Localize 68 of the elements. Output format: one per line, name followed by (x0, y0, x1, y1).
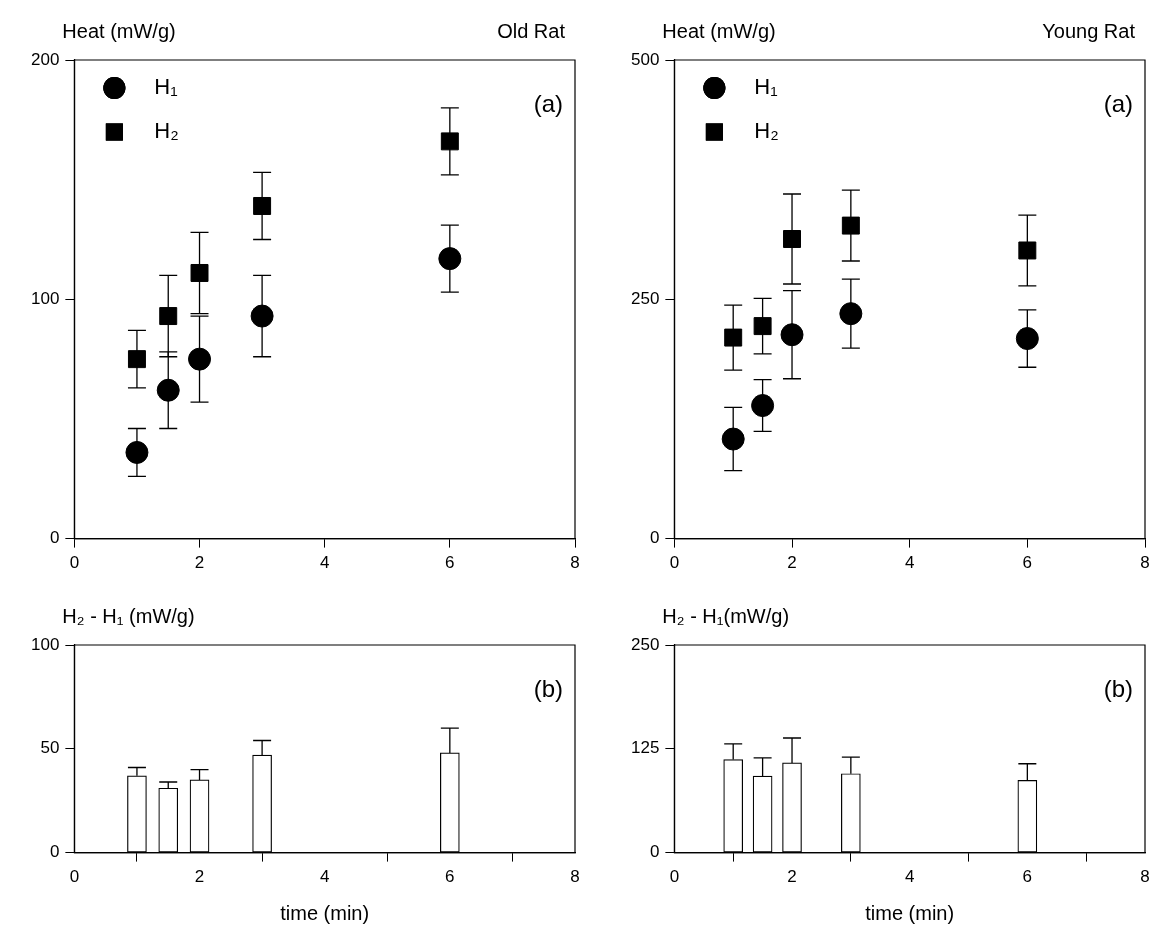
x-tick-label: 6 (445, 867, 455, 887)
x-tick-label: 8 (1140, 867, 1150, 887)
annotation: (b) (1103, 675, 1133, 702)
chart-title: Old Rat (497, 20, 566, 42)
y-axis-title: Heat (mW/g) (662, 20, 776, 42)
point (751, 394, 775, 418)
y-tick-label: 500 (630, 49, 660, 69)
point (159, 307, 178, 326)
y-tick-label: 0 (649, 842, 660, 862)
point (438, 247, 462, 271)
x-tick-label: 8 (1140, 553, 1150, 573)
x-tick-label: 2 (787, 867, 797, 887)
point (188, 347, 212, 371)
point (721, 427, 745, 451)
x-axis-title: time (min) (280, 901, 370, 924)
chart-title: Young Rat (1042, 20, 1136, 42)
annotation: (a) (1103, 90, 1133, 117)
point (440, 132, 459, 151)
x-tick-label: 2 (194, 867, 205, 887)
y-tick-label: 200 (30, 49, 60, 69)
legend-label: H₁ (154, 74, 178, 100)
x-tick-label: 4 (904, 553, 915, 573)
point (1018, 241, 1037, 260)
x-tick-label: 6 (1022, 867, 1033, 887)
point (1015, 327, 1039, 351)
legend-label: H₂ (154, 118, 179, 144)
x-tick-label: 4 (904, 867, 915, 887)
x-tick-label: 8 (570, 553, 580, 573)
x-axis-title: time (min) (865, 901, 955, 924)
x-tick-label: 2 (787, 553, 797, 573)
point (250, 304, 274, 328)
y-tick-label: 250 (630, 288, 660, 308)
y-tick-label: 100 (30, 634, 60, 654)
y-tick-label: 100 (30, 288, 60, 308)
x-tick-label: 2 (194, 553, 205, 573)
annotation: (a) (533, 90, 563, 117)
point (783, 230, 802, 248)
y-axis-title: H₂ - H₁ (mW/g) (62, 605, 195, 627)
point (127, 350, 146, 369)
point (190, 263, 209, 282)
y-tick-label: 125 (630, 738, 660, 758)
y-tick-label: 0 (649, 528, 660, 548)
y-tick-label: 50 (40, 738, 60, 758)
point (780, 323, 804, 347)
y-axis-title: Heat (mW/g) (62, 20, 176, 42)
x-tick-label: 0 (69, 867, 80, 887)
annotation: (b) (533, 675, 563, 702)
point (841, 216, 860, 235)
x-tick-label: 8 (570, 867, 580, 887)
x-tick-label: 0 (669, 553, 680, 573)
y-tick-label: 250 (630, 634, 660, 654)
x-tick-label: 0 (69, 553, 80, 573)
point (253, 196, 272, 215)
x-tick-label: 6 (1022, 553, 1033, 573)
x-tick-label: 4 (319, 867, 330, 887)
y-tick-label: 0 (49, 528, 60, 548)
point (839, 302, 863, 326)
legend-label: H₂ (754, 118, 779, 144)
x-tick-label: 6 (445, 553, 455, 573)
x-tick-label: 4 (319, 553, 330, 573)
y-axis-title: H₂ - H₁(mW/g) (662, 605, 790, 627)
y-tick-label: 0 (49, 842, 60, 862)
point (125, 440, 149, 464)
x-tick-label: 0 (669, 867, 680, 887)
point (753, 317, 772, 336)
point (724, 328, 743, 347)
legend-label: H₁ (754, 74, 778, 100)
point (156, 378, 180, 402)
